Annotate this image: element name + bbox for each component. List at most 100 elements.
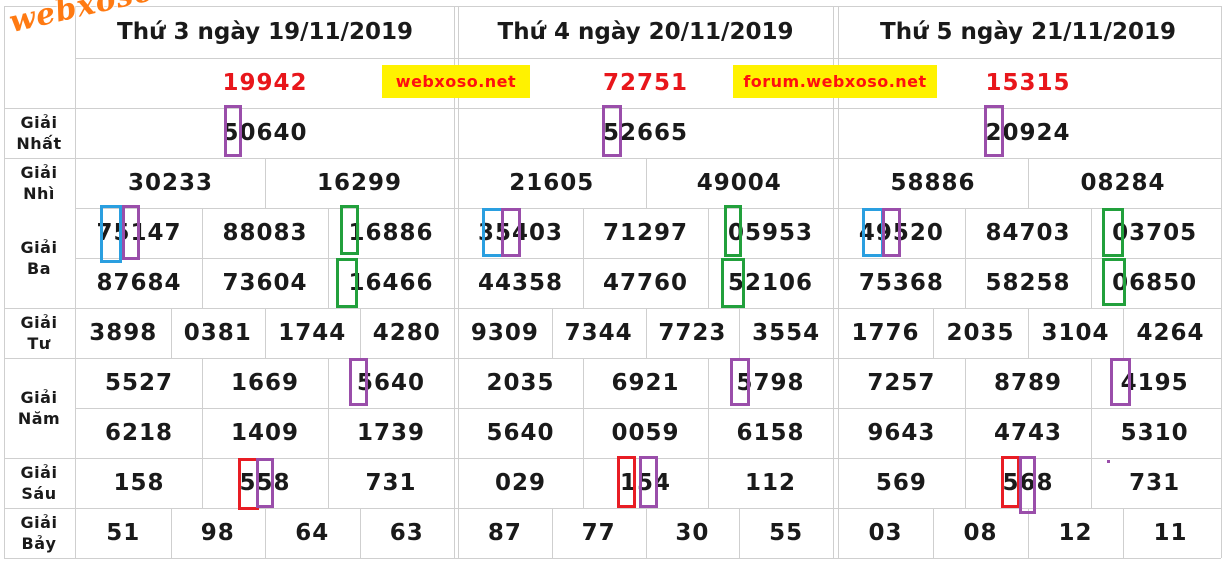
highlight-box (724, 205, 742, 257)
row-label-nhi: Giải Nhì (4, 162, 74, 204)
fifth-prize: 0059 (611, 420, 680, 446)
seventh-prize: 55 (769, 520, 804, 546)
row-label-line: Ba (27, 259, 51, 278)
grid-line (1123, 308, 1124, 358)
fifth-prize: 5798 (736, 370, 805, 396)
highlight-box (256, 458, 274, 508)
first-prize: 50640 (222, 120, 308, 146)
second-prize: 58886 (890, 170, 976, 196)
sixth-prize: 158 (113, 470, 165, 496)
highlight-box (721, 258, 745, 308)
row-label-ba: Giải Ba (4, 237, 74, 279)
seventh-prize: 30 (675, 520, 710, 546)
row-label-line: Tư (27, 334, 51, 353)
grid-line (1028, 308, 1029, 358)
grid-line (202, 208, 203, 308)
highlight-box (639, 456, 658, 508)
third-prize: 52106 (727, 270, 814, 296)
grid-line (458, 6, 459, 558)
highlight-box (882, 208, 901, 257)
fifth-prize: 5640 (486, 420, 555, 446)
grid-line (551, 308, 553, 358)
grid-line (645, 158, 647, 208)
third-prize: 03705 (1112, 220, 1198, 246)
grid-line (4, 458, 1221, 459)
seventh-prize: 87 (487, 520, 522, 546)
sixth-prize: 568 (1002, 470, 1054, 496)
highlight-box (340, 205, 359, 255)
seventh-prize: 63 (389, 520, 424, 546)
special-prize: 19942 (222, 70, 308, 96)
row-label-line: Sáu (21, 484, 57, 503)
sixth-prize: 731 (1129, 470, 1181, 496)
grid-line (1091, 458, 1093, 508)
row-label-bay: Giải Bảy (4, 512, 74, 554)
row-label-line: Giải (20, 463, 58, 482)
highlight-dot (1107, 460, 1110, 463)
fourth-prize: 2035 (946, 320, 1015, 346)
third-prize: 73604 (222, 270, 308, 296)
grid-line (170, 308, 172, 358)
grid-line (583, 458, 584, 508)
grid-line (964, 458, 966, 508)
highlight-box (730, 358, 750, 406)
fifth-prize: 6218 (104, 420, 173, 446)
grid-line (359, 508, 361, 558)
grid-line (1123, 508, 1124, 558)
grid-line (708, 458, 709, 508)
grid-line (75, 258, 1221, 259)
grid-line (359, 308, 361, 358)
third-prize: 71297 (602, 220, 689, 246)
grid-line (708, 208, 709, 308)
grid-line (265, 308, 266, 358)
grid-line (645, 508, 647, 558)
fifth-prize: 7257 (867, 370, 936, 396)
fourth-prize: 4264 (1136, 320, 1205, 346)
grid-line (933, 508, 934, 558)
grid-line (75, 208, 1221, 209)
seventh-prize: 77 (581, 520, 616, 546)
grid-line (202, 358, 203, 458)
grid-line (328, 458, 329, 508)
highlight-box (1102, 208, 1124, 257)
fifth-prize: 1409 (230, 420, 299, 446)
third-prize: 88083 (222, 220, 308, 246)
third-prize: 49520 (858, 220, 944, 246)
grid-line (739, 308, 741, 358)
grid-line (328, 358, 329, 458)
highlight-box (1110, 358, 1131, 406)
grid-line (583, 208, 584, 308)
grid-line (454, 6, 455, 558)
third-prize: 44358 (477, 270, 564, 296)
special-prize: 72751 (602, 70, 689, 96)
row-label-tu: Giải Tư (4, 312, 74, 354)
row-label-line: Giải (20, 163, 58, 182)
seventh-prize: 98 (200, 520, 235, 546)
highlight-box (617, 456, 636, 508)
highlight-box (1102, 258, 1126, 306)
row-label-line: Nhất (16, 134, 62, 153)
grid-line (833, 6, 834, 558)
fourth-prize: 3898 (89, 320, 158, 346)
third-prize: 58258 (985, 270, 1071, 296)
fifth-prize: 4195 (1120, 370, 1189, 396)
grid-line (4, 508, 1221, 509)
fifth-prize: 6158 (736, 420, 805, 446)
fourth-prize: 1776 (851, 320, 920, 346)
highlight-box (1001, 456, 1020, 508)
first-prize: 20924 (985, 120, 1071, 146)
sixth-prize: 029 (494, 470, 546, 496)
highlight-box (336, 258, 358, 308)
second-prize: 49004 (696, 170, 782, 196)
fourth-prize: 7344 (564, 320, 633, 346)
grid-line (708, 358, 709, 458)
fourth-prize: 7723 (658, 320, 727, 346)
seventh-prize: 64 (295, 520, 330, 546)
grid-line (1028, 158, 1029, 208)
sixth-prize: 569 (875, 470, 927, 496)
third-prize: 75368 (858, 270, 944, 296)
grid-line (551, 508, 553, 558)
row-label-line: Giải (20, 313, 58, 332)
seventh-prize: 12 (1058, 520, 1093, 546)
grid-line (170, 508, 172, 558)
